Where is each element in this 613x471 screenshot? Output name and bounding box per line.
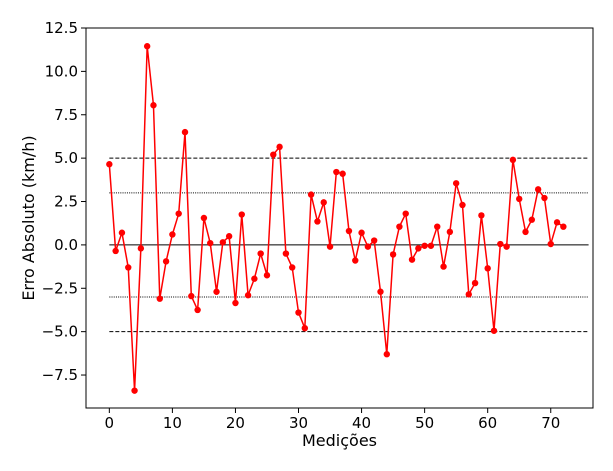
data-point: [131, 387, 138, 394]
data-point: [434, 223, 441, 230]
y-tick-label: 12.5: [45, 19, 78, 37]
data-point: [188, 292, 195, 300]
x-axis: 0 10 20 30 40 50 60 70: [105, 408, 560, 432]
data-point: [295, 309, 302, 316]
data-point: [181, 128, 189, 136]
data-point: [541, 194, 548, 202]
data-point: [478, 212, 485, 219]
data-point: [307, 191, 315, 198]
data-point: [534, 186, 542, 193]
data-point: [162, 258, 170, 265]
data-point: [389, 251, 397, 258]
x-tick-label: 10: [163, 414, 182, 432]
x-tick-label: 50: [415, 414, 434, 432]
x-tick-label: 30: [289, 414, 308, 432]
data-point: [213, 288, 220, 295]
data-point: [263, 272, 271, 279]
y-tick-label: 10.0: [45, 62, 78, 80]
data-point: [194, 306, 201, 314]
y-tick-label: 7.5: [54, 106, 78, 124]
y-tick-label: 5.0: [54, 149, 78, 167]
data-point: [446, 228, 454, 236]
data-point: [225, 233, 233, 240]
data-point: [270, 151, 277, 158]
data-point: [528, 216, 536, 223]
data-point: [509, 156, 517, 164]
series-layer: [106, 43, 567, 394]
y-tick-label: −2.5: [42, 279, 78, 297]
data-point: [333, 168, 340, 176]
data-point: [326, 243, 334, 250]
data-point: [402, 210, 409, 217]
data-point: [408, 256, 416, 263]
data-point: [560, 223, 567, 230]
data-point: [137, 245, 145, 252]
data-point: [383, 351, 390, 358]
data-point: [118, 229, 126, 236]
data-point: [396, 223, 403, 230]
data-point: [358, 229, 365, 236]
data-point: [484, 265, 491, 272]
data-point: [251, 275, 258, 282]
data-point: [282, 250, 290, 257]
data-point: [339, 170, 346, 177]
data-point: [175, 210, 182, 217]
data-point: [471, 279, 479, 287]
data-point: [370, 237, 378, 244]
data-point: [452, 180, 460, 187]
data-point: [427, 242, 435, 249]
data-point: [440, 263, 447, 270]
x-tick-label: 40: [352, 414, 371, 432]
data-point: [257, 250, 264, 257]
data-point: [219, 239, 227, 246]
data-point: [459, 201, 466, 209]
data-point: [547, 240, 554, 248]
data-point: [106, 161, 113, 168]
data-point: [503, 243, 510, 250]
data-point: [421, 242, 428, 249]
data-point: [200, 214, 208, 222]
data-point: [156, 295, 163, 302]
data-point: [238, 211, 245, 218]
y-tick-label: 2.5: [54, 193, 78, 211]
y-tick-label: −5.0: [42, 323, 78, 341]
data-point: [112, 247, 119, 255]
x-tick-label: 20: [226, 414, 245, 432]
data-point: [497, 240, 504, 248]
data-point: [415, 245, 422, 252]
data-point: [490, 327, 498, 334]
x-axis-title: Medições: [302, 431, 377, 450]
data-point: [244, 292, 252, 299]
data-point: [150, 102, 157, 109]
y-axis-title: Erro Absoluto (km/h): [19, 135, 38, 300]
data-point: [232, 299, 239, 307]
y-tick-label: −7.5: [42, 366, 78, 384]
data-point: [276, 143, 283, 151]
data-point: [125, 264, 132, 271]
x-tick-label: 0: [105, 414, 115, 432]
data-point: [289, 264, 296, 271]
data-point: [143, 43, 151, 50]
data-point: [465, 291, 472, 298]
data-point: [345, 227, 353, 235]
data-point: [314, 218, 321, 225]
data-point: [352, 257, 359, 264]
data-point: [207, 239, 214, 247]
data-point: [169, 231, 176, 238]
x-tick-label: 70: [541, 414, 560, 432]
data-point: [377, 288, 384, 295]
data-point: [516, 195, 523, 203]
data-point: [522, 228, 529, 236]
data-point: [364, 243, 372, 250]
x-tick-label: 60: [478, 414, 497, 432]
y-axis: −7.5 −5.0 −2.5 0.0 2.5 5.0 7.5 10.0 12.5: [42, 19, 86, 384]
data-point: [553, 219, 561, 226]
y-tick-label: 0.0: [54, 236, 78, 254]
data-point: [301, 324, 309, 332]
data-point: [320, 199, 327, 206]
plot-frame: [85, 27, 594, 409]
